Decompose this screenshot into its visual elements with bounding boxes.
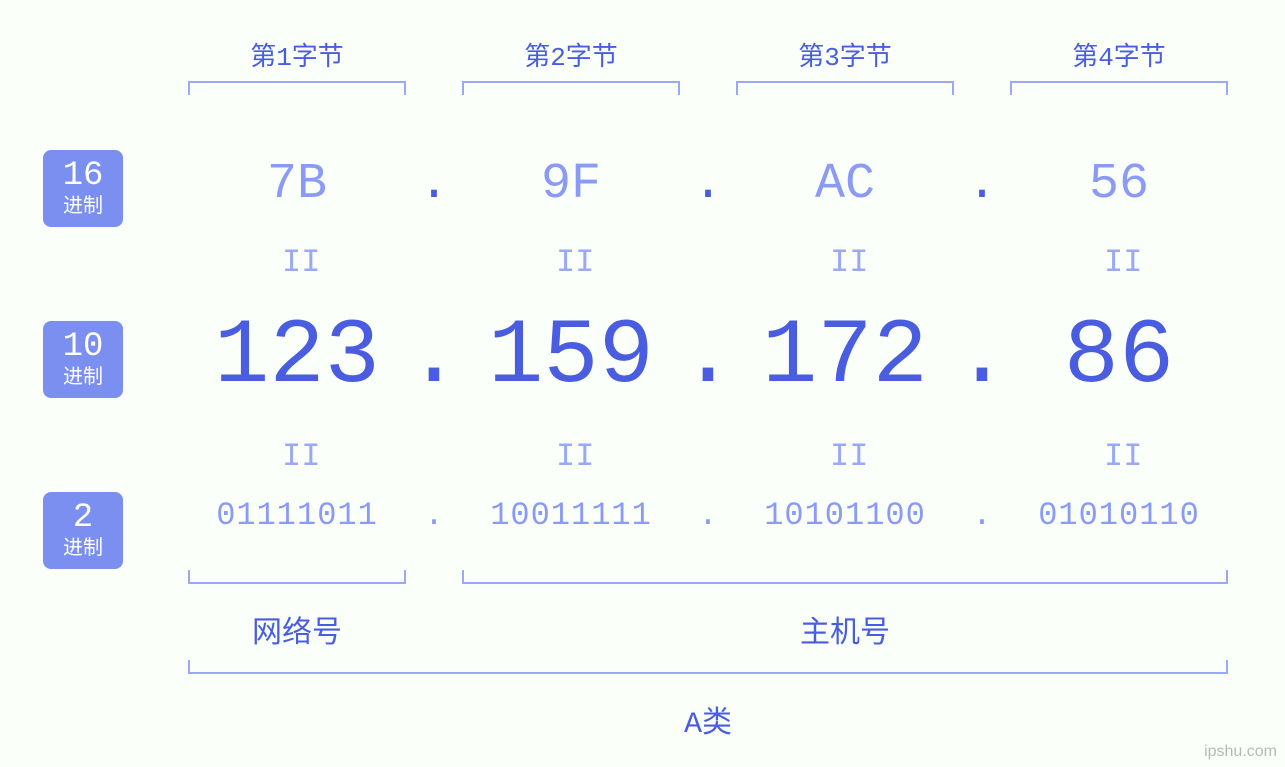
badge-base-2: 2 进制 — [43, 492, 123, 569]
watermark: ipshu.com — [1204, 743, 1277, 761]
badge-2-label: 进制 — [53, 539, 113, 561]
hex-byte-2: 9F — [511, 156, 631, 213]
byte-header-4: 第4字节 — [1069, 36, 1169, 73]
hex-byte-4: 56 — [1059, 156, 1179, 213]
byte-bracket-2 — [462, 81, 680, 95]
dec-byte-4: 86 — [1019, 304, 1219, 409]
host-label: 主机号 — [785, 607, 905, 652]
eq-2-4: II — [1104, 438, 1134, 475]
bin-byte-2: 10011111 — [471, 497, 671, 534]
dec-byte-2: 159 — [471, 304, 671, 409]
eq-2-3: II — [830, 438, 860, 475]
badge-10-label: 进制 — [53, 368, 113, 390]
hex-dot-3: . — [967, 156, 997, 213]
byte-bracket-3 — [736, 81, 954, 95]
eq-2-1: II — [282, 438, 312, 475]
network-label: 网络号 — [237, 607, 357, 652]
byte-header-2: 第2字节 — [521, 36, 621, 73]
badge-base-16: 16 进制 — [43, 150, 123, 227]
eq-1-1: II — [282, 244, 312, 281]
byte-header-3: 第3字节 — [795, 36, 895, 73]
dec-dot-1: . — [404, 304, 464, 409]
class-label: A类 — [668, 697, 748, 742]
class-bracket — [188, 660, 1228, 674]
badge-16-num: 16 — [53, 158, 113, 195]
hex-dot-2: . — [693, 156, 723, 213]
hex-byte-1: 7B — [237, 156, 357, 213]
hex-byte-3: AC — [785, 156, 905, 213]
bin-dot-3: . — [967, 497, 997, 534]
eq-2-2: II — [556, 438, 586, 475]
dec-dot-3: . — [952, 304, 1012, 409]
eq-1-2: II — [556, 244, 586, 281]
byte-header-1: 第1字节 — [247, 36, 347, 73]
eq-1-3: II — [830, 244, 860, 281]
dec-byte-1: 123 — [197, 304, 397, 409]
host-bracket — [462, 570, 1228, 584]
dec-byte-3: 172 — [745, 304, 945, 409]
byte-bracket-1 — [188, 81, 406, 95]
dec-dot-2: . — [678, 304, 738, 409]
bin-byte-1: 01111011 — [197, 497, 397, 534]
bin-dot-1: . — [419, 497, 449, 534]
bin-dot-2: . — [693, 497, 723, 534]
bin-byte-4: 01010110 — [1019, 497, 1219, 534]
badge-base-10: 10 进制 — [43, 321, 123, 398]
byte-bracket-4 — [1010, 81, 1228, 95]
badge-16-label: 进制 — [53, 197, 113, 219]
hex-dot-1: . — [419, 156, 449, 213]
eq-1-4: II — [1104, 244, 1134, 281]
bin-byte-3: 10101100 — [745, 497, 945, 534]
badge-2-num: 2 — [53, 500, 113, 537]
network-bracket — [188, 570, 406, 584]
badge-10-num: 10 — [53, 329, 113, 366]
